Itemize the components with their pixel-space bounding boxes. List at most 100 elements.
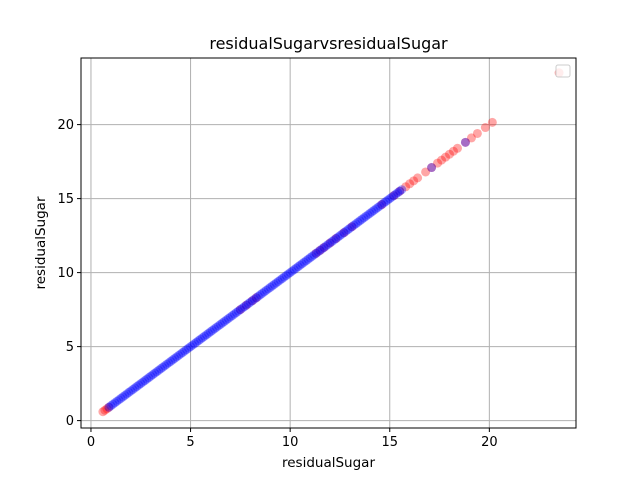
data-point	[433, 158, 443, 168]
data-point	[196, 334, 206, 344]
data-point	[389, 191, 399, 201]
data-point	[217, 318, 227, 328]
data-point	[241, 300, 251, 310]
data-point	[213, 321, 223, 331]
data-point	[168, 355, 178, 365]
data-point	[247, 296, 257, 306]
data-point	[134, 380, 144, 390]
data-point	[375, 201, 385, 211]
data-point	[152, 367, 162, 377]
data-point	[295, 260, 305, 270]
data-point	[383, 195, 393, 205]
data-point	[140, 376, 150, 386]
data-point	[331, 234, 341, 244]
data-point	[395, 186, 405, 196]
data-point	[237, 303, 247, 313]
data-point	[339, 228, 349, 238]
data-point	[164, 358, 174, 368]
data-point	[309, 250, 319, 260]
data-point	[221, 315, 231, 325]
data-point	[150, 368, 160, 378]
data-point	[122, 389, 132, 399]
data-point	[353, 217, 363, 227]
data-point	[188, 340, 198, 350]
data-point	[325, 238, 335, 248]
data-point	[315, 245, 325, 255]
data-point	[144, 373, 154, 383]
data-point	[174, 350, 184, 360]
data-point	[128, 385, 138, 395]
data-point	[180, 346, 190, 356]
data-point	[373, 202, 383, 212]
data-point	[271, 278, 281, 288]
data-point	[329, 235, 339, 245]
data-point	[104, 402, 114, 412]
data-point	[297, 259, 307, 269]
x-axis-ticks: 0 5 10 15 20	[87, 428, 498, 450]
series-blue-points	[104, 137, 470, 412]
data-point	[259, 287, 269, 297]
data-point	[110, 398, 120, 408]
data-point	[337, 229, 347, 239]
data-point	[265, 282, 275, 292]
data-point	[219, 316, 229, 326]
data-point	[283, 269, 293, 279]
data-point	[130, 383, 140, 393]
data-point	[215, 319, 225, 329]
data-point	[305, 253, 315, 263]
data-point	[223, 313, 233, 323]
x-axis-label: residualSugar	[282, 455, 375, 471]
data-point	[263, 284, 273, 294]
data-point	[209, 324, 219, 334]
y-tick-label: 10	[57, 266, 74, 281]
data-point	[393, 188, 403, 198]
x-tick-label: 15	[381, 435, 398, 450]
data-point	[120, 390, 130, 400]
data-point	[102, 404, 112, 414]
data-point	[365, 208, 375, 218]
data-point	[355, 216, 365, 226]
data-point	[325, 238, 335, 248]
data-point	[395, 186, 405, 196]
data-point	[104, 402, 114, 412]
data-point	[409, 176, 419, 186]
data-point	[293, 262, 303, 272]
data-point	[367, 207, 377, 217]
y-axis-ticks: 0 5 10 15 20	[57, 118, 81, 429]
data-point	[287, 266, 297, 276]
data-point	[315, 245, 325, 255]
data-point	[452, 143, 462, 153]
data-point	[381, 197, 391, 207]
data-point	[231, 308, 241, 318]
data-point	[170, 353, 180, 363]
data-point	[289, 265, 299, 275]
data-point	[160, 361, 170, 371]
data-point	[311, 248, 321, 258]
data-point	[253, 291, 263, 301]
data-point	[460, 137, 470, 147]
data-point	[241, 300, 251, 310]
data-point	[178, 348, 188, 358]
data-point	[291, 263, 301, 273]
data-point	[335, 231, 345, 241]
x-tick-label: 20	[481, 435, 498, 450]
data-point	[261, 285, 271, 295]
data-point	[385, 194, 395, 204]
y-tick-label: 5	[66, 340, 74, 355]
data-point	[245, 297, 255, 307]
data-point	[176, 349, 186, 359]
data-point	[323, 239, 333, 249]
data-point	[369, 205, 379, 215]
data-point	[427, 163, 437, 173]
data-point	[277, 274, 287, 284]
data-point	[472, 128, 482, 138]
y-tick-label: 15	[57, 192, 74, 207]
data-point	[377, 200, 387, 210]
data-point	[138, 377, 148, 387]
data-point	[198, 333, 208, 343]
data-point	[311, 248, 321, 258]
data-point	[142, 374, 152, 384]
data-point	[114, 395, 124, 405]
data-point	[98, 407, 108, 417]
